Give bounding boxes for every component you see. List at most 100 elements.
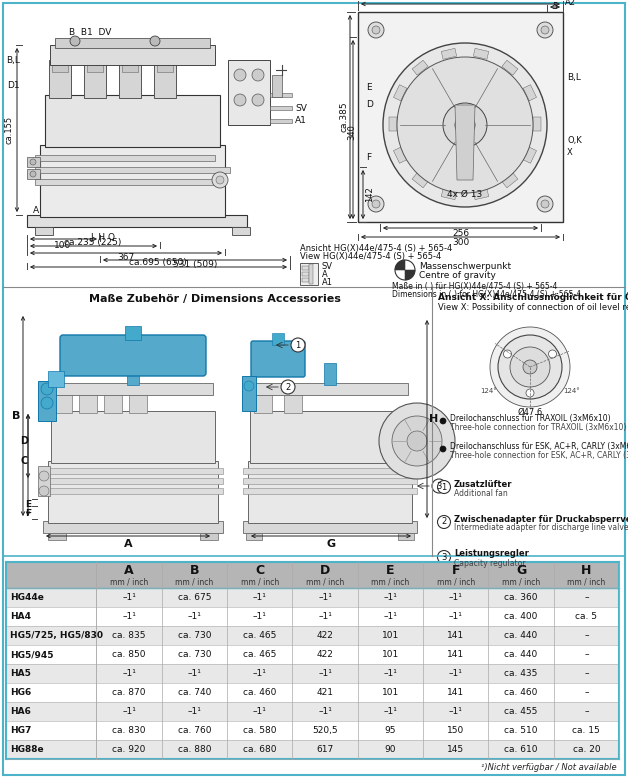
Circle shape (443, 103, 487, 147)
Text: –: – (584, 688, 588, 697)
Text: –1¹: –1¹ (384, 669, 398, 678)
Circle shape (548, 350, 556, 358)
Bar (55, 38, 210, 48)
Bar (129, 389, 147, 413)
Text: 142: 142 (365, 186, 374, 202)
Text: 340: 340 (347, 124, 356, 140)
Text: –1¹: –1¹ (384, 612, 398, 621)
Text: Ø47.6: Ø47.6 (517, 408, 543, 416)
Circle shape (379, 403, 455, 479)
Text: 101: 101 (382, 631, 399, 640)
Bar (502, 173, 518, 187)
Text: HA4: HA4 (10, 612, 31, 621)
Text: –1¹: –1¹ (318, 669, 332, 678)
Bar (53, 383, 213, 395)
Text: ca. 675: ca. 675 (178, 593, 211, 602)
Text: ca. 465: ca. 465 (243, 650, 276, 659)
Text: ca. 360: ca. 360 (504, 593, 538, 602)
Text: mm / inch: mm / inch (567, 577, 605, 587)
Bar (228, 60, 270, 125)
Text: A: A (124, 539, 133, 549)
Bar (6, 626, 619, 645)
Text: C: C (255, 563, 264, 576)
Circle shape (291, 338, 305, 352)
Bar (43, 488, 223, 494)
Text: –1¹: –1¹ (122, 669, 136, 678)
Circle shape (234, 69, 246, 81)
Text: mm / inch: mm / inch (306, 577, 344, 587)
Bar (232, 227, 250, 235)
Text: –1¹: –1¹ (253, 669, 267, 678)
Bar (40, 145, 225, 217)
Text: –1¹: –1¹ (122, 593, 136, 602)
Text: SV: SV (295, 103, 307, 113)
Circle shape (212, 172, 228, 188)
Text: Maße Zubehör / Dimensions Accessories: Maße Zubehör / Dimensions Accessories (89, 294, 341, 304)
Text: ca. 465: ca. 465 (243, 631, 276, 640)
Circle shape (440, 418, 446, 424)
Text: Zwischenadapter für Druckabsperrventil: Zwischenadapter für Druckabsperrventil (454, 514, 628, 524)
Text: ca. 760: ca. 760 (178, 726, 211, 735)
Bar (154, 60, 176, 98)
Bar (270, 119, 292, 123)
Circle shape (383, 43, 547, 207)
Circle shape (498, 335, 562, 399)
Bar (6, 645, 619, 664)
Text: Ansicht X: Anschlussmöglichkeit für Ölspiegelregulator: Ansicht X: Anschlussmöglichkeit für Ölsp… (438, 292, 628, 302)
Circle shape (150, 36, 160, 46)
Bar (246, 533, 262, 540)
Text: 124°: 124° (563, 388, 580, 394)
Bar (87, 62, 103, 72)
Bar (398, 533, 414, 540)
Text: B: B (190, 563, 199, 576)
Bar (38, 381, 56, 421)
Bar (6, 702, 619, 721)
Bar (104, 389, 122, 413)
Bar (243, 488, 417, 494)
Text: 617: 617 (317, 745, 333, 754)
Bar (300, 263, 318, 285)
Circle shape (541, 26, 549, 34)
Text: –: – (584, 631, 588, 640)
Circle shape (39, 486, 49, 496)
Circle shape (504, 350, 511, 358)
Bar (523, 85, 536, 101)
Text: ca. 870: ca. 870 (112, 688, 146, 697)
Bar (474, 189, 489, 200)
Text: 1: 1 (441, 482, 447, 492)
Circle shape (372, 26, 380, 34)
Text: D: D (320, 563, 330, 576)
Text: B,L: B,L (6, 55, 20, 65)
Circle shape (440, 446, 446, 452)
Text: ca. 510: ca. 510 (504, 726, 538, 735)
Bar (48, 461, 218, 523)
Text: mm / inch: mm / inch (502, 577, 540, 587)
Text: C: C (20, 456, 28, 466)
Bar (533, 117, 541, 131)
Bar (272, 75, 282, 97)
Text: G: G (327, 539, 335, 549)
Polygon shape (455, 105, 475, 180)
Text: View X: Possibility of connection of oil level regulator: View X: Possibility of connection of oil… (438, 303, 628, 311)
Circle shape (30, 171, 36, 177)
Bar (6, 740, 619, 759)
Bar (248, 461, 412, 523)
Text: –1¹: –1¹ (318, 593, 332, 602)
Bar (84, 60, 106, 98)
Text: 300: 300 (452, 237, 469, 247)
Text: –1¹: –1¹ (449, 707, 463, 716)
Text: –: – (584, 650, 588, 659)
Text: –1¹: –1¹ (384, 707, 398, 716)
Text: View HG(X)44e/475-4 (S) + 565-4: View HG(X)44e/475-4 (S) + 565-4 (300, 253, 441, 261)
Circle shape (407, 431, 427, 451)
Text: SV: SV (322, 261, 333, 271)
Text: ca.235 (225): ca.235 (225) (64, 237, 122, 247)
Bar (394, 85, 407, 101)
Text: D: D (20, 436, 28, 446)
Text: –1¹: –1¹ (449, 612, 463, 621)
Text: ca. 920: ca. 920 (112, 745, 146, 754)
Bar (270, 106, 292, 110)
Bar (243, 521, 417, 533)
Bar (43, 468, 223, 474)
Text: A1: A1 (295, 115, 307, 124)
